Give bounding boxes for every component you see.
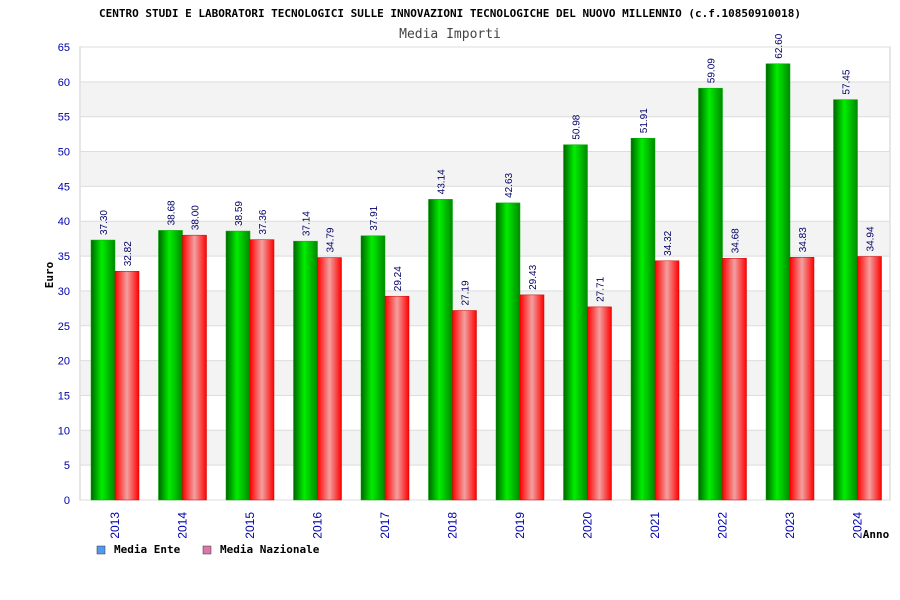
x-tick-label: 2021 [648, 512, 662, 539]
y-tick-label: 25 [58, 321, 70, 333]
data-label: 38.59 [234, 201, 245, 226]
bar-media-ente-2013 [90, 239, 116, 501]
x-tick-label: 2017 [378, 512, 392, 539]
bar-media-ente-2020 [563, 144, 588, 501]
bars [90, 63, 882, 501]
bar-media-nazionale-2018 [452, 310, 477, 501]
y-axis-ticks: 0 5 10 15 20 25 30 35 40 45 50 55 60 65 [58, 42, 70, 507]
legend-label-media-nazionale: Media Nazionale [220, 543, 320, 556]
data-label: 43.14 [437, 169, 448, 194]
x-tick-label: 2014 [176, 512, 190, 539]
y-tick-label: 5 [64, 460, 70, 472]
data-label: 59.09 [707, 58, 718, 83]
bar-media-ente-2019 [495, 202, 521, 501]
y-tick-label: 15 [58, 390, 70, 402]
legend-swatch-media-ente [96, 545, 106, 555]
plot-background [79, 46, 891, 501]
data-label: 29.43 [528, 264, 539, 289]
bar-media-ente-2023 [765, 63, 791, 501]
data-label: 34.32 [663, 230, 674, 255]
y-tick-label: 35 [58, 251, 70, 263]
x-tick-label: 2015 [243, 512, 257, 539]
data-label: 57.45 [842, 69, 853, 94]
chart-subtitle: Media Importi [399, 27, 501, 42]
data-label: 27.71 [596, 276, 607, 301]
y-tick-label: 60 [58, 77, 70, 89]
y-tick-label: 30 [58, 286, 70, 298]
y-tick-label: 20 [58, 356, 70, 368]
data-labels: 37.30 38.68 38.59 37.14 37.91 43.14 42.63 50.98… [99, 33, 877, 305]
bar-media-ente-2022 [698, 87, 723, 501]
data-label: 37.30 [99, 210, 110, 235]
data-label: 51.91 [639, 108, 650, 133]
bar-media-nazionale-2022 [722, 258, 747, 501]
y-tick-label: 10 [58, 425, 70, 437]
bar-media-nazionale-2015 [249, 239, 275, 501]
data-label: 42.63 [504, 172, 515, 197]
gridlines [80, 46, 890, 501]
data-label: 50.98 [572, 114, 583, 139]
x-tick-label: 2024 [851, 512, 865, 539]
x-axis-ticks: 2013 2014 2015 2016 2017 2018 2019 2020 2021 2022… [108, 512, 865, 539]
x-tick-label: 2020 [581, 512, 595, 539]
bar-media-ente-2018 [428, 199, 453, 501]
bar-media-ente-2015 [225, 230, 251, 501]
data-label: 37.14 [302, 211, 313, 236]
bar-media-nazionale-2020 [587, 306, 612, 501]
data-label: 38.68 [167, 200, 178, 225]
data-label: 29.24 [393, 266, 404, 291]
grid-band [81, 430, 889, 466]
x-tick-label: 2016 [311, 512, 325, 539]
bar-media-ente-2016 [293, 240, 318, 501]
y-tick-label: 55 [58, 112, 70, 124]
y-tick-label: 50 [58, 147, 70, 159]
data-label: 34.68 [731, 228, 742, 253]
bar-media-ente-2014 [158, 230, 183, 501]
data-label: 32.82 [123, 241, 134, 266]
chart-title: CENTRO STUDI E LABORATORI TECNOLOGICI SU… [99, 7, 801, 20]
data-label: 37.36 [258, 209, 269, 234]
data-label: 62.60 [774, 33, 785, 58]
grid-band [81, 151, 889, 187]
data-label: 34.83 [798, 227, 809, 252]
bar-media-nazionale-2017 [384, 295, 410, 501]
bar-media-ente-2024 [833, 99, 858, 501]
y-axis-label: Euro [43, 261, 56, 288]
y-tick-label: 0 [64, 495, 70, 507]
grid-band [81, 81, 889, 117]
bar-media-nazionale-2019 [519, 294, 545, 501]
bar-media-nazionale-2014 [182, 234, 207, 501]
x-tick-label: 2019 [513, 512, 527, 539]
bar-media-nazionale-2013 [114, 271, 140, 501]
bar-media-ente-2017 [360, 235, 386, 501]
grid-band [81, 221, 889, 257]
data-label: 34.94 [866, 226, 877, 251]
legend-swatch-media-nazionale [202, 545, 212, 555]
y-tick-label: 40 [58, 216, 70, 228]
x-tick-label: 2018 [446, 512, 460, 539]
y-tick-label: 45 [58, 181, 70, 193]
bar-media-nazionale-2016 [317, 257, 342, 501]
legend: Media Ente Media Nazionale [96, 543, 320, 556]
plot-area [79, 46, 891, 501]
bar-media-nazionale-2023 [789, 257, 815, 501]
grid-band [81, 360, 889, 396]
data-label: 37.91 [369, 205, 380, 230]
y-tick-label: 65 [58, 42, 70, 54]
x-tick-label: 2013 [108, 512, 122, 539]
grid-band [81, 290, 889, 326]
x-tick-label: 2023 [783, 512, 797, 539]
bar-media-nazionale-2024 [857, 256, 882, 501]
legend-label-media-ente: Media Ente [114, 543, 181, 556]
x-axis-label: Anno [863, 528, 890, 541]
bar-media-ente-2021 [630, 137, 656, 501]
x-tick-label: 2022 [716, 512, 730, 539]
data-label: 27.19 [461, 280, 472, 305]
bar-media-nazionale-2021 [654, 260, 680, 501]
data-label: 34.79 [326, 227, 337, 252]
data-label: 38.00 [191, 205, 202, 230]
